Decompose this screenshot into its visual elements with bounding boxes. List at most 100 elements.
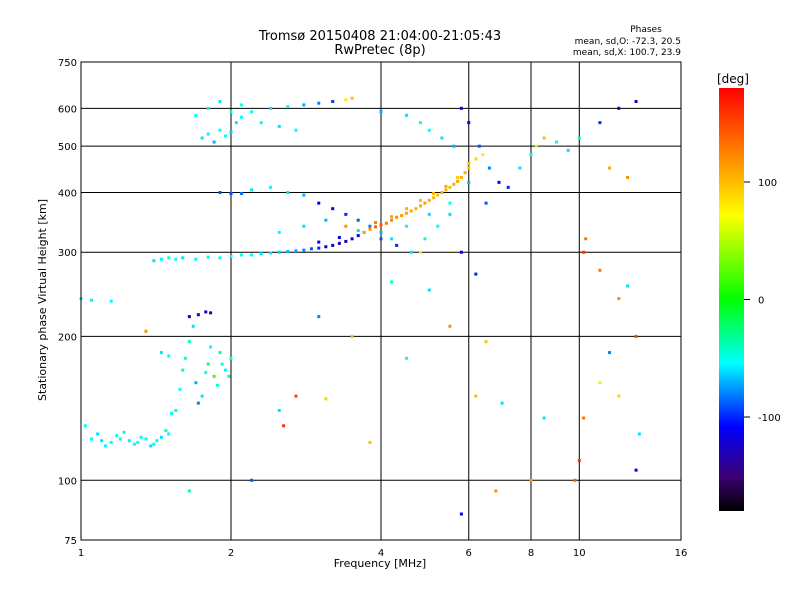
- data-point: [240, 103, 244, 107]
- data-point: [368, 440, 372, 444]
- data-point: [344, 98, 348, 102]
- data-point: [317, 246, 321, 250]
- data-point: [229, 356, 233, 360]
- data-point: [467, 161, 471, 165]
- data-point: [139, 435, 143, 439]
- data-point: [418, 121, 422, 125]
- data-point: [302, 103, 306, 107]
- data-point: [474, 157, 478, 161]
- data-point: [418, 198, 422, 202]
- data-point: [362, 230, 366, 234]
- data-point: [337, 241, 341, 245]
- data-point: [418, 250, 422, 254]
- data-point: [218, 100, 222, 104]
- data-point: [344, 212, 348, 216]
- data-point: [152, 259, 156, 263]
- data-point: [331, 207, 335, 211]
- data-point: [463, 171, 467, 175]
- data-point: [534, 144, 538, 148]
- data-point: [194, 381, 198, 385]
- data-point: [294, 249, 298, 253]
- data-point: [344, 224, 348, 228]
- data-point: [218, 128, 222, 132]
- data-point: [317, 240, 321, 244]
- data-point: [529, 478, 533, 482]
- y-tick-label: 300: [58, 248, 77, 259]
- data-point: [96, 432, 100, 436]
- data-point: [626, 284, 630, 288]
- data-point: [282, 424, 286, 428]
- data-point: [423, 237, 427, 241]
- data-point: [250, 110, 254, 114]
- data-point: [155, 439, 159, 443]
- data-point: [200, 394, 204, 398]
- data-point: [200, 136, 204, 140]
- data-point: [115, 434, 119, 438]
- phase-box-title: Phases: [630, 25, 662, 35]
- data-point: [577, 136, 581, 140]
- x-tick-label: 16: [675, 548, 688, 559]
- y-axis-ticks: 75 100 200 300 400 500 600 750: [58, 58, 77, 547]
- data-point: [598, 121, 602, 125]
- data-point: [379, 110, 383, 114]
- data-point: [554, 140, 558, 144]
- data-point: [427, 128, 431, 132]
- data-point: [302, 224, 306, 228]
- data-point: [317, 201, 321, 205]
- colorbar-ticks: 100 0 -100: [744, 178, 781, 424]
- data-point: [209, 311, 213, 315]
- data-point: [395, 243, 399, 247]
- data-point: [427, 212, 431, 216]
- data-point: [444, 184, 448, 188]
- data-points: [79, 96, 641, 516]
- data-point: [240, 253, 244, 257]
- data-point: [90, 437, 94, 441]
- data-point: [127, 439, 131, 443]
- x-axis-ticks: 1 2 4 6 8 10 16: [78, 548, 688, 559]
- data-point: [368, 227, 372, 231]
- data-point: [582, 250, 586, 254]
- data-point: [456, 175, 460, 179]
- data-point: [418, 204, 422, 208]
- data-point: [436, 224, 440, 228]
- data-point: [178, 387, 182, 391]
- data-point: [218, 190, 222, 194]
- data-point: [542, 136, 546, 140]
- data-point: [467, 121, 471, 125]
- data-point: [144, 329, 148, 333]
- data-point: [404, 224, 408, 228]
- data-point: [634, 468, 638, 472]
- phase-box-o: mean, sd,O: -72.3, 20.5: [575, 37, 681, 47]
- data-point: [427, 198, 431, 202]
- data-point: [444, 188, 448, 192]
- data-point: [324, 245, 328, 249]
- colorbar: [719, 88, 744, 511]
- data-point: [634, 100, 638, 104]
- data-point: [204, 310, 208, 314]
- data-point: [617, 394, 621, 398]
- data-point: [350, 96, 354, 100]
- data-point: [302, 248, 306, 252]
- data-point: [494, 489, 498, 493]
- data-point: [104, 444, 108, 448]
- x-tick-label: 2: [228, 548, 234, 559]
- data-point: [452, 144, 456, 148]
- data-point: [598, 381, 602, 385]
- data-point: [191, 324, 195, 328]
- data-point: [518, 166, 522, 170]
- data-point: [206, 362, 210, 366]
- data-point: [368, 224, 372, 228]
- data-point: [337, 236, 341, 240]
- data-point: [459, 106, 463, 110]
- data-point: [395, 215, 399, 219]
- data-point: [317, 101, 321, 105]
- data-point: [277, 408, 281, 412]
- data-point: [229, 254, 233, 258]
- data-point: [174, 257, 178, 261]
- data-point: [294, 128, 298, 132]
- data-point: [194, 113, 198, 117]
- data-point: [159, 435, 163, 439]
- data-point: [506, 185, 510, 189]
- data-point: [294, 394, 298, 398]
